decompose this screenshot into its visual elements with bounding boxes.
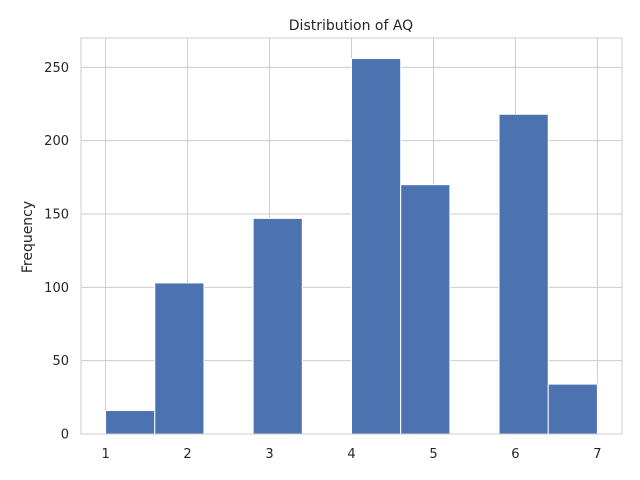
y-tick-label: 0 [61, 428, 69, 443]
y-tick-label: 200 [44, 134, 69, 149]
histogram-bar [105, 410, 156, 435]
x-tick-label: 3 [265, 447, 273, 462]
x-tick-label: 2 [183, 447, 191, 462]
histogram-bar [154, 282, 205, 435]
x-tick-label: 6 [511, 447, 519, 462]
histogram-bar [400, 184, 451, 435]
histogram-bar [351, 58, 402, 435]
y-tick-label: 100 [44, 281, 69, 296]
y-tick-label: 250 [44, 61, 69, 76]
x-tick-label: 1 [101, 447, 109, 462]
histogram-bar [252, 217, 303, 435]
chart-title: Distribution of AQ [289, 18, 413, 34]
y-axis-ticks: 0 50 100 150 200 250 [44, 61, 69, 443]
x-tick-label: 7 [593, 447, 601, 462]
x-axis-ticks: 1 2 3 4 5 6 7 [101, 447, 601, 462]
x-tick-label: 4 [347, 447, 355, 462]
histogram-bars [105, 58, 598, 435]
x-tick-label: 5 [429, 447, 437, 462]
y-tick-label: 50 [52, 354, 69, 369]
histogram-bar [547, 383, 598, 435]
y-axis-label: Frequency [20, 201, 36, 273]
y-tick-label: 150 [44, 208, 69, 223]
plot-frame [80, 37, 623, 435]
histogram-bar [498, 113, 549, 435]
